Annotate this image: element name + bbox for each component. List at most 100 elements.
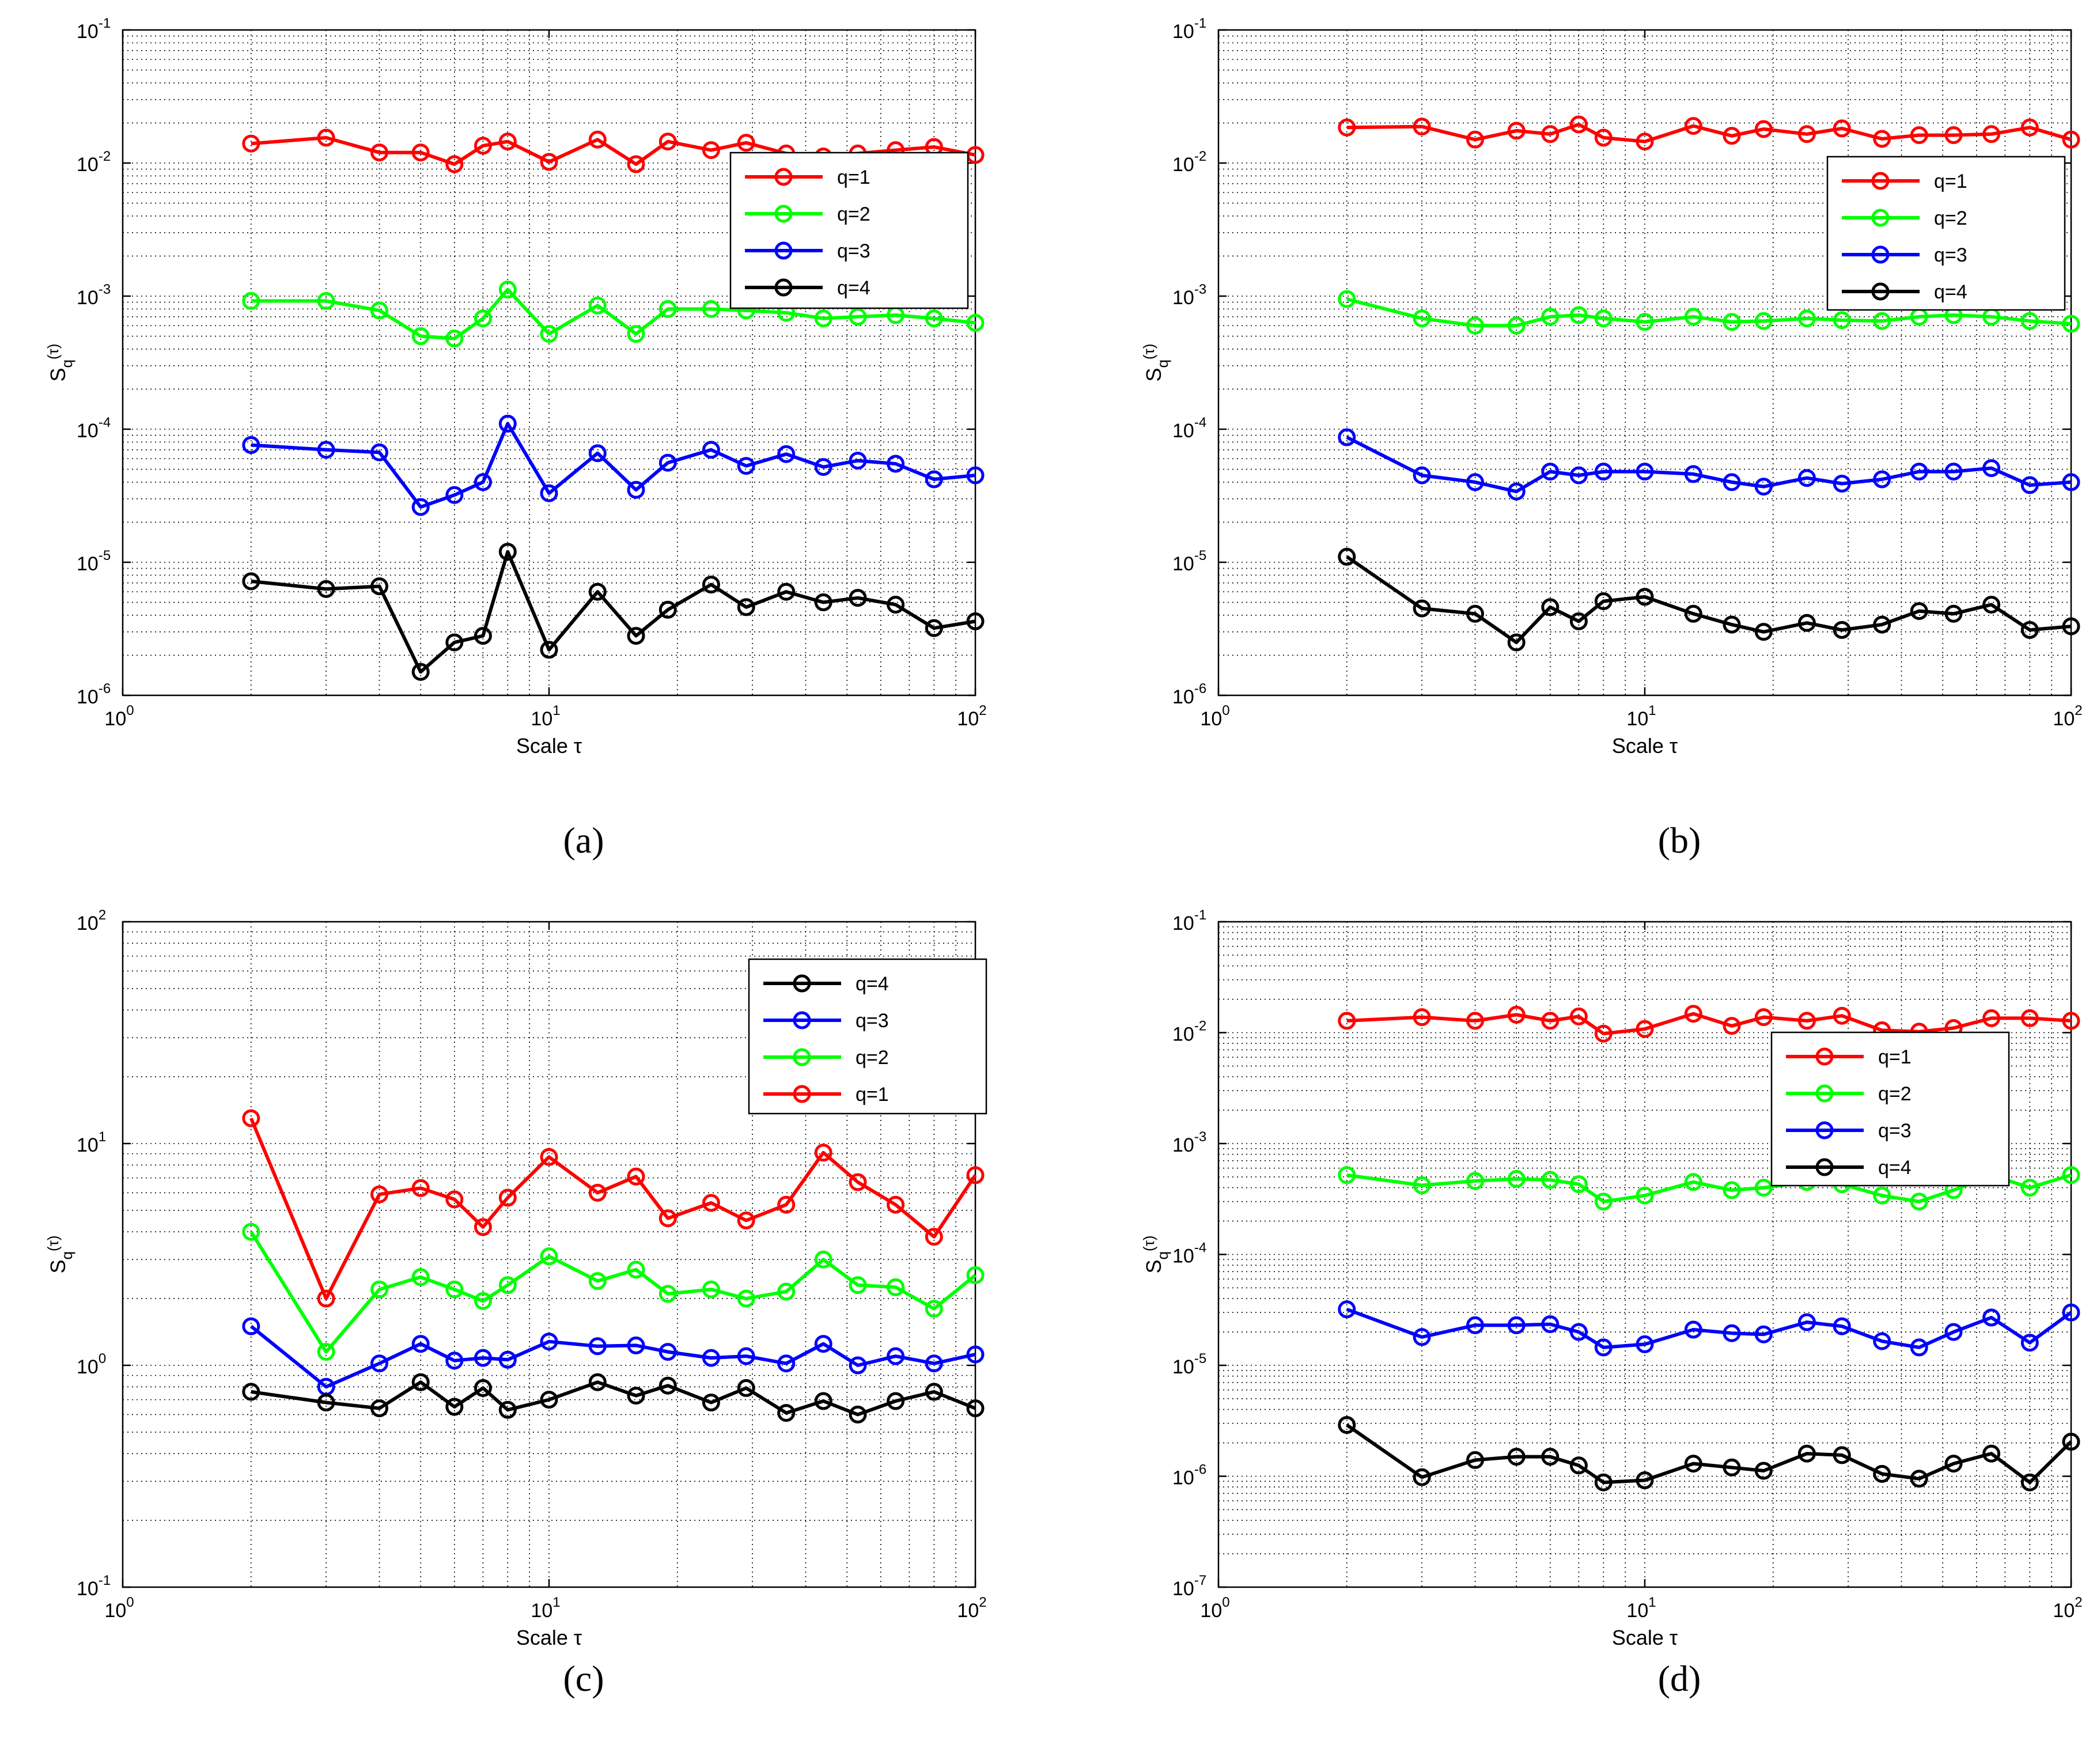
series-line: [251, 1380, 977, 1417]
data-point: [1569, 612, 1588, 630]
data-point: [849, 589, 867, 607]
data-point: [1507, 633, 1526, 652]
data-point: [1541, 1012, 1560, 1030]
legend-label: q=2: [1934, 207, 1967, 229]
x-tick-exp: 0: [1222, 703, 1229, 718]
y-tick-label: 10-1: [77, 16, 111, 43]
y-tick-label: 10-2: [77, 149, 111, 176]
series-q2: [242, 1222, 985, 1361]
y-tick-exp: -2: [1194, 149, 1206, 164]
data-point: [411, 1268, 430, 1286]
y-tick-exp: -4: [99, 415, 111, 430]
data-point: [317, 128, 335, 147]
data-point: [2062, 1433, 2080, 1451]
legend-swatch-marker: [1815, 1158, 1834, 1176]
x-axis-label: Scale τ: [516, 734, 582, 758]
data-point: [1944, 1455, 1963, 1473]
y-tick-label: 10-3: [1172, 282, 1206, 309]
y-axis-label: Sq(τ): [44, 343, 75, 381]
data-point: [1873, 615, 1891, 634]
data-point: [1754, 478, 1773, 496]
data-point: [474, 1292, 492, 1310]
x-tick-base: 10: [1200, 1600, 1222, 1622]
data-point: [1338, 118, 1356, 137]
data-point: [777, 1195, 796, 1214]
series-line: [1346, 1173, 2072, 1203]
legend-swatch-marker: [1815, 1084, 1834, 1103]
data-point: [1594, 309, 1613, 328]
x-tick-exp: 2: [2075, 1595, 2082, 1610]
data-point: [411, 1179, 430, 1197]
data-point: [317, 1343, 335, 1361]
legend-swatch-marker: [774, 241, 793, 260]
data-point: [1569, 306, 1588, 324]
data-point: [1413, 1468, 1431, 1486]
data-point: [445, 486, 464, 504]
data-point: [411, 1373, 430, 1391]
y-tick-base: 10: [77, 1134, 99, 1156]
y-tick-label: 10-7: [1172, 1573, 1206, 1600]
data-point: [1982, 459, 2001, 478]
data-point: [1413, 118, 1431, 136]
data-point: [1541, 1171, 1560, 1189]
data-point: [1723, 1324, 1741, 1342]
data-point: [1723, 313, 1741, 331]
data-point: [242, 572, 260, 590]
data-point: [1833, 119, 1851, 138]
data-point: [498, 1276, 517, 1294]
data-point: [925, 1228, 943, 1246]
y-tick-base: 10: [1172, 1578, 1194, 1600]
data-point: [1338, 428, 1356, 446]
data-point: [658, 1209, 677, 1228]
data-point: [966, 1166, 985, 1184]
data-point: [540, 1247, 558, 1266]
y-tick-exp: -5: [1194, 548, 1206, 563]
data-point: [1594, 592, 1613, 611]
data-point: [925, 309, 943, 328]
data-point: [1910, 1193, 1928, 1211]
data-point: [1413, 309, 1431, 328]
panel-label: (a): [563, 820, 604, 861]
data-point: [1910, 602, 1928, 620]
series-q2: [1338, 290, 2080, 335]
y-tick-base: 10: [77, 686, 99, 708]
panel-label: (d): [1658, 1658, 1701, 1699]
x-tick-exp: 1: [1648, 703, 1656, 718]
data-point: [627, 1167, 645, 1186]
x-tick-label: 101: [531, 1595, 560, 1622]
data-point: [1636, 1471, 1654, 1489]
y-tick-exp: -4: [1194, 415, 1206, 430]
data-point: [1541, 1315, 1560, 1334]
data-point: [2062, 315, 2080, 333]
data-point: [1982, 596, 2001, 614]
x-tick-label: 102: [957, 1595, 986, 1622]
data-point: [370, 577, 388, 596]
y-tick-exp: -2: [1194, 1019, 1206, 1034]
legend: q=4 q=3 q=2 q=1: [748, 958, 987, 1115]
data-point: [588, 1183, 607, 1202]
x-tick-exp: 0: [1222, 1595, 1229, 1610]
data-point: [658, 1343, 677, 1361]
y-label-arg: (τ): [1140, 1235, 1157, 1251]
series-line: [1346, 1012, 2072, 1036]
series-q2: [242, 281, 985, 348]
data-point: [1413, 1328, 1431, 1346]
data-point: [849, 1276, 867, 1294]
y-tick-label: 10-5: [1172, 548, 1206, 575]
y-tick-label: 102: [77, 907, 106, 934]
legend-label: q=2: [1878, 1083, 1912, 1105]
data-point: [1636, 463, 1654, 481]
data-point: [498, 281, 517, 299]
data-point: [445, 155, 464, 173]
data-point: [702, 1349, 720, 1367]
data-point: [1507, 1448, 1526, 1466]
data-point: [1873, 470, 1891, 489]
data-point: [1507, 1169, 1526, 1188]
data-point: [474, 627, 492, 645]
series-q4: [1338, 547, 2080, 652]
legend-swatch-marker: [1871, 172, 1890, 190]
data-point: [658, 300, 677, 318]
data-point: [1569, 1007, 1588, 1025]
data-point: [777, 582, 796, 601]
